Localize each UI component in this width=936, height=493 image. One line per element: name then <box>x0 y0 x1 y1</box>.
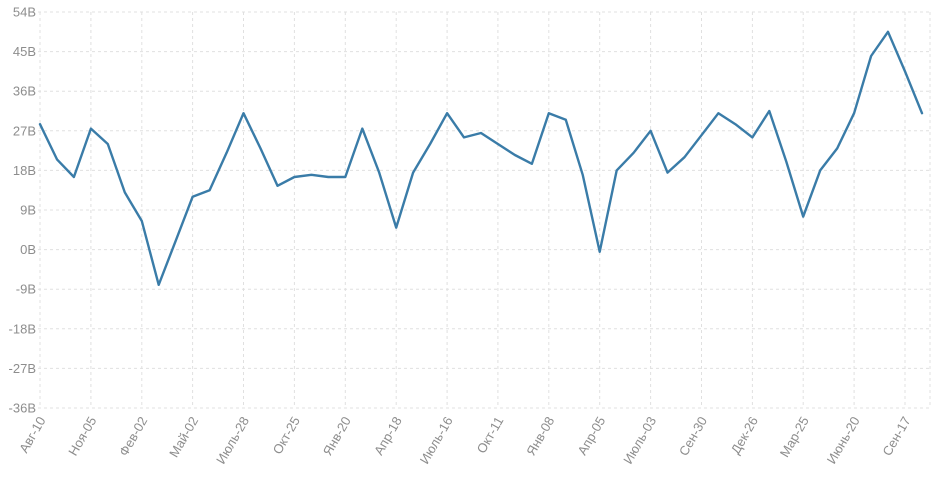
x-axis-tick-label: Июль-28 <box>213 414 252 467</box>
x-axis-tick-label: Сен-17 <box>879 414 913 458</box>
y-axis-tick-label: 0В <box>20 242 36 257</box>
data-series-line <box>38 30 924 286</box>
x-axis-tick-label: Июль-16 <box>417 414 456 467</box>
x-axis-tick-label: Апр-05 <box>574 414 608 458</box>
x-axis-tick-label: Авг-10 <box>16 414 49 455</box>
x-axis-tick-label: Июнь-20 <box>824 414 863 466</box>
y-axis-tick-label: 27В <box>13 123 36 138</box>
y-axis-tick-label: -27В <box>9 361 36 376</box>
x-axis-tick-label: Янв-08 <box>523 414 557 458</box>
y-axis-tick-label: 18В <box>13 163 36 178</box>
y-axis-tick-label: 54В <box>13 5 36 20</box>
x-axis-tick-label: Окт-11 <box>474 414 507 456</box>
x-axis-tick-label: Фев-02 <box>116 414 150 459</box>
x-axis-tick-label: Ноя-05 <box>65 414 99 458</box>
x-axis-tick-label: Мар-25 <box>777 414 812 460</box>
y-axis-tick-label: 45В <box>13 44 36 59</box>
x-axis-tick-label: Июль-03 <box>620 414 659 467</box>
y-axis-tick-label: 36В <box>13 84 36 99</box>
x-axis-tick-label: Дек-26 <box>728 414 761 457</box>
y-axis-tick-label: -36В <box>9 401 36 416</box>
x-axis-tick-label: Апр-18 <box>371 414 405 458</box>
x-axis-tick-label: Май-02 <box>166 414 201 460</box>
y-axis-tick-label: 9В <box>20 203 36 218</box>
x-axis-tick-label: Окт-25 <box>270 414 303 457</box>
y-axis-tick-label: -18В <box>9 321 36 336</box>
x-axis-tick-label: Янв-20 <box>320 414 354 458</box>
x-axis-tick-label: Сен-30 <box>676 414 710 458</box>
y-axis-tick-label: -9В <box>16 282 36 297</box>
